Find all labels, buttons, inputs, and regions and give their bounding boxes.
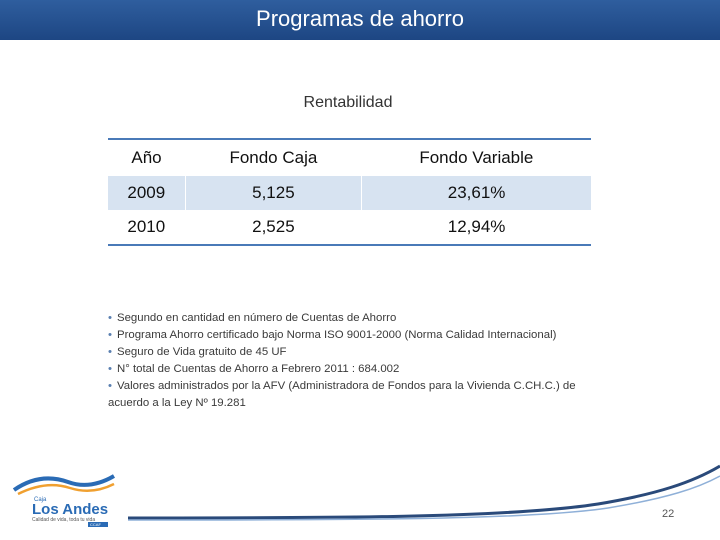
table-header-row: Año Fondo Caja Fondo Variable: [108, 138, 591, 176]
logo-name: Los Andes: [32, 501, 108, 518]
table-row: 2010 2,525 12,94%: [108, 210, 591, 246]
bullet-dot-icon: •: [108, 363, 112, 375]
bullet-continuation: acuerdo a la Ley Nº 19.281: [108, 397, 246, 409]
bullet-item: • Programa Ahorro certificado bajo Norma …: [108, 327, 648, 344]
bullet-item: • Seguro de Vida gratuito de 45 UF: [108, 344, 648, 361]
bullet-dot-icon: •: [108, 346, 112, 358]
table-cell: 2009: [108, 176, 186, 210]
table-cell: 5,125: [184, 176, 362, 210]
bullet-list: • Segundo en cantidad en número de Cuenta…: [108, 310, 648, 412]
table-caption: Rentabilidad: [303, 94, 393, 111]
table-cell: 23,61%: [361, 176, 591, 210]
page-title: Programas de ahorro: [256, 6, 464, 31]
table-cell: 12,94%: [361, 210, 591, 246]
footer-swoosh: [128, 464, 720, 521]
bullet-text: Programa Ahorro certificado bajo Norma I…: [117, 329, 557, 341]
column-header-fondo-variable: Fondo Variable: [361, 138, 591, 176]
bullet-text: Valores administrados por la AFV (Admini…: [117, 380, 576, 392]
page-number: 22: [662, 508, 675, 520]
caja-los-andes-logo: Caja Los Andes Calidad de vida, toda tu …: [12, 474, 116, 527]
logo-badge: CCAF: [90, 522, 101, 527]
table-cell: 2010: [108, 210, 186, 246]
logo-tagline: Calidad de vida, toda tu vida: [32, 517, 95, 523]
table-row: 2009 5,125 23,61%: [108, 176, 591, 210]
column-header-fondo-caja: Fondo Caja: [185, 138, 362, 176]
bullet-item: • Segundo en cantidad en número de Cuenta…: [108, 310, 648, 327]
bullet-dot-icon: •: [108, 329, 112, 341]
bullet-item: • Valores administrados por la AFV (Admin…: [108, 378, 648, 395]
logo-small-text: Caja: [34, 497, 47, 503]
bullet-item: • N° total de Cuentas de Ahorro a Febrero…: [108, 361, 648, 378]
bullet-text: Segundo en cantidad en número de Cuentas…: [117, 312, 397, 324]
bullet-dot-icon: •: [108, 380, 112, 392]
bullet-text: Seguro de Vida gratuito de 45 UF: [117, 346, 287, 358]
title-bar: Programas de ahorro: [0, 0, 720, 40]
bullet-dot-icon: •: [108, 312, 112, 324]
bullet-text: N° total de Cuentas de Ahorro a Febrero …: [117, 363, 400, 375]
table-cell: 2,525: [184, 210, 362, 246]
column-header-year: Año: [108, 138, 186, 176]
rentabilidad-table: Año Fondo Caja Fondo Variable 2009 5,125…: [108, 138, 591, 246]
